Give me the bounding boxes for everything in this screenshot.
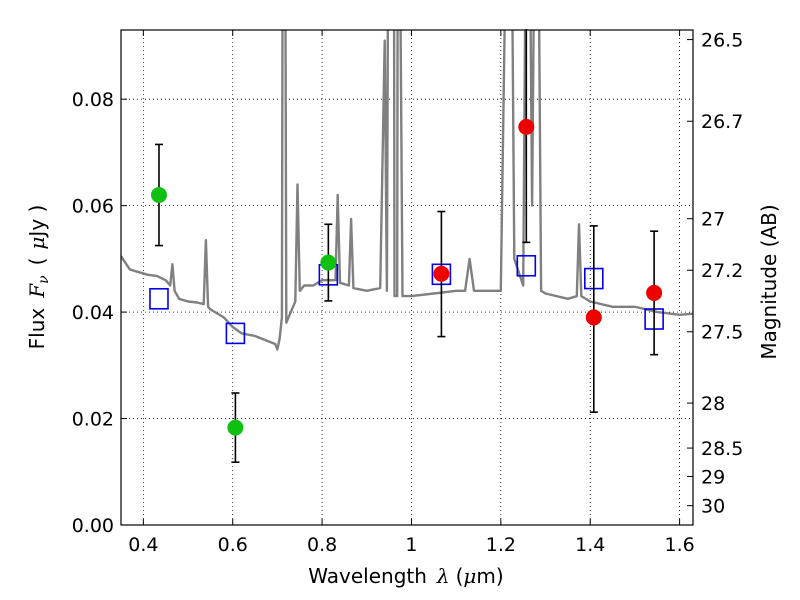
y2-tick-label: 27.2 [701,260,743,282]
tick-labels: 0.4 0.6 0.8 1 1.2 1.4 1.6 0.00 0.02 0.04 0.06 0.08 2… [72,30,744,556]
y-tick-label: 0.06 [72,196,114,218]
x-tick-label: 1.6 [664,534,694,556]
observed-flux-point [518,118,535,135]
model-flux-square [149,287,169,310]
x-tick-label: 0.8 [307,534,337,556]
observed-flux-point [320,254,337,271]
y2-tick-label: 26.5 [701,30,743,52]
y2-tick-label: 27 [701,209,725,231]
plot-area [121,30,693,525]
x-tick-label: 0.4 [128,534,158,556]
y-tick-label: 0.08 [72,89,114,111]
y2-tick-label: 29 [701,466,725,488]
observed-flux-point [585,309,602,326]
model-spectrum-line [121,30,693,351]
observed-flux-point [433,265,450,282]
plot-frame [120,29,694,526]
data-layer [121,30,693,351]
y-tick-label: 0.02 [72,409,114,431]
observed-flux-point [227,419,244,436]
y-tick-label: 0.00 [72,515,114,537]
model-flux-square [516,254,537,277]
observed-flux-point [646,284,663,301]
tick-marks [121,30,693,526]
y2-tick-label: 28.5 [701,438,743,460]
marker-layer [149,29,664,463]
y-tick-label: 0.04 [72,302,114,324]
y2-tick-label: 27.5 [701,322,743,344]
x-tick-label: 1.2 [486,534,516,556]
y2-axis-title: Magnitude (AB) [757,204,781,359]
y-axis-title: FluxFν(μJy ) [25,205,52,350]
y2-tick-label: 26.7 [701,111,743,133]
observed-flux-point [150,187,167,203]
x-axis-title: Wavelength λ (μm) [308,564,503,588]
x-tick-label: 1.4 [575,534,605,556]
y2-tick-label: 28 [701,393,725,415]
model-flux-square [225,322,246,345]
y2-tick-label: 30 [701,496,725,518]
x-tick-label: 1 [405,534,417,556]
x-tick-label: 0.6 [218,534,248,556]
